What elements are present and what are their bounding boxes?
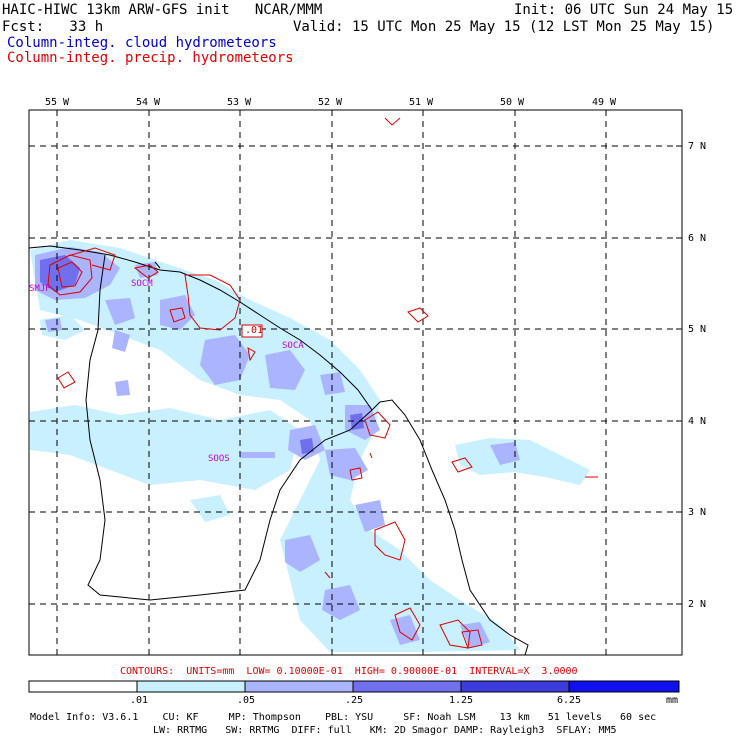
- colorbar-units: mm: [666, 695, 679, 706]
- colorbar-tick: .01: [130, 695, 149, 706]
- model-info-line2: LW: RRTMG SW: RRTMG DIFF: full KM: 2D Sm…: [153, 725, 617, 736]
- lat-label: 2 N: [688, 599, 707, 610]
- colorbar-tick: .25: [345, 695, 364, 706]
- lon-label: 52 W: [318, 97, 343, 108]
- model-info-line1: Model Info: V3.6.1 CU: KF MP: Thompson P…: [30, 712, 657, 723]
- field-precip-label: Column-integ. precip. hydrometeors: [7, 50, 294, 66]
- station-soos: SOOS: [208, 454, 230, 464]
- lat-label: 4 N: [688, 416, 707, 427]
- colorbar-tick: 6.25: [557, 695, 582, 706]
- lat-label: 6 N: [688, 233, 707, 244]
- colorbar-tick: .05: [237, 695, 256, 706]
- colorbar-tick: 1.25: [449, 695, 474, 706]
- lon-label: 55 W: [45, 97, 70, 108]
- lat-label: 3 N: [688, 507, 707, 518]
- lat-label: 7 N: [688, 141, 707, 152]
- cloud-shading: [30, 240, 590, 652]
- station-smjp: SMJP: [29, 284, 51, 294]
- model-title: HAIC-HIWC 13km ARW-GFS init NCAR/MMM: [2, 2, 323, 18]
- map-frame: [28, 109, 683, 656]
- lon-label: 51 W: [409, 97, 434, 108]
- precip-contours: [47, 117, 598, 649]
- lon-label: 50 W: [500, 97, 525, 108]
- graticule: [29, 110, 682, 655]
- valid-time: Valid: 15 UTC Mon 25 May 15 (12 LST Mon …: [293, 19, 715, 35]
- contour-info: CONTOURS: UNITS=mm LOW= 0.10000E-01 HIGH…: [120, 666, 578, 677]
- lon-label: 54 W: [136, 97, 161, 108]
- frame-ticks: [56, 110, 682, 605]
- forecast-hour: Fcst: 33 h: [2, 19, 104, 35]
- init-time: Init: 06 UTC Sun 24 May 15: [514, 2, 734, 18]
- station-socm: SOCM: [131, 279, 153, 289]
- lat-label: 5 N: [688, 324, 707, 335]
- contour-value-label: .01: [245, 325, 264, 336]
- lon-label: 53 W: [227, 97, 252, 108]
- coastline: [29, 245, 529, 655]
- station-soca: SOCA: [282, 341, 304, 351]
- lon-label: 49 W: [592, 97, 617, 108]
- field-cloud-label: Column-integ. cloud hydrometeors: [7, 35, 277, 51]
- contour-label-box: [241, 324, 263, 338]
